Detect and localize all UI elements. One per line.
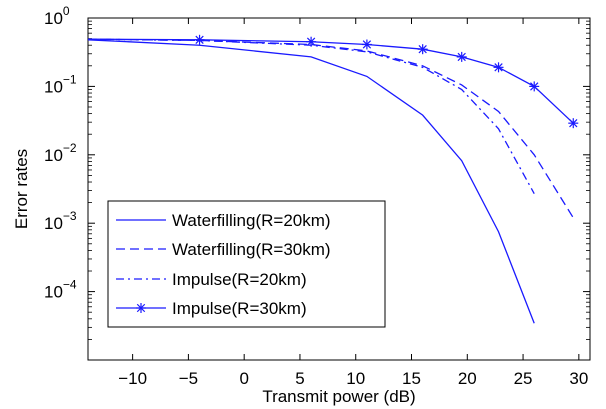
x-axis-ticks: −10 −5 0 5 10 15 20 25 30 <box>118 18 588 388</box>
series-4-marker <box>493 62 504 73</box>
y-tick-label: 100 <box>44 4 70 28</box>
legend-box <box>107 200 386 328</box>
x-tick-label: 15 <box>402 369 421 388</box>
y-axis-ticks: 100 10−1 10−2 10−3 10−4 <box>44 4 590 340</box>
plot-frame <box>87 17 591 361</box>
series-4-marker <box>568 118 579 129</box>
x-tick-label: 25 <box>514 369 533 388</box>
series-4-marker <box>456 51 467 62</box>
legend-label-4: Impulse(R=30km) <box>172 299 307 318</box>
x-tick-label: 10 <box>346 369 365 388</box>
x-tick-label: 0 <box>239 369 248 388</box>
x-tick-label: −10 <box>118 369 147 388</box>
legend-marker-4 <box>136 303 146 313</box>
y-tick-label: 10−4 <box>44 278 77 302</box>
legend-label-1: Waterfilling(R=20km) <box>172 211 331 230</box>
series-4-marker <box>417 44 428 55</box>
y-tick-label: 10−2 <box>44 141 77 165</box>
y-axis-label: Error rates <box>12 149 31 229</box>
x-tick-label: 30 <box>569 369 588 388</box>
series-4-marker <box>361 39 372 50</box>
x-tick-label: 20 <box>458 369 477 388</box>
series-4-marker <box>194 34 205 45</box>
series-4-marker <box>306 36 317 47</box>
series-line-1 <box>88 39 535 324</box>
series-4-marker <box>529 81 540 92</box>
series-line-3 <box>88 38 535 195</box>
series-layer <box>88 34 579 324</box>
legend: Waterfilling(R=20km) Waterfilling(R=30km)… <box>107 200 386 328</box>
x-tick-label: −5 <box>179 369 198 388</box>
y-tick-label: 10−3 <box>44 209 77 233</box>
x-tick-label: 5 <box>295 369 304 388</box>
x-axis-label: Transmit power (dB) <box>262 387 415 406</box>
legend-label-3: Impulse(R=20km) <box>172 270 307 289</box>
y-tick-label: 10−1 <box>44 72 77 96</box>
legend-label-2: Waterfilling(R=30km) <box>172 240 331 259</box>
